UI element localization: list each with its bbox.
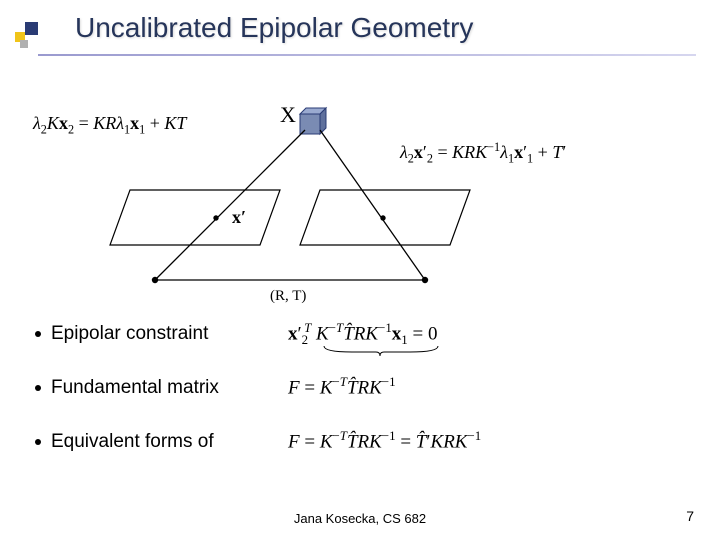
bullet-epipolar-constraint: Epipolar constraint <box>35 320 219 348</box>
bullet-dot-icon <box>35 385 41 391</box>
slide-title: Uncalibrated Epipolar Geometry <box>75 12 473 44</box>
bullet-text: Equivalent forms of <box>51 431 214 453</box>
formula-epipolar-constraint: x′2T K−TT̂RK−1x1 = 0 <box>288 320 437 348</box>
image-point-left <box>213 215 218 220</box>
formula-equivalent-forms: F = K−TT̂RK−1 = T̂′KRK−1 <box>288 428 481 453</box>
formula-fundamental-matrix: F = K−TT̂RK−1 <box>288 374 396 399</box>
underbrace-icon <box>322 344 442 358</box>
title-bullet-icon <box>12 18 56 54</box>
bullet-text: Fundamental matrix <box>51 377 219 399</box>
camera-center-right <box>422 277 428 283</box>
bullet-list: Epipolar constraint Fundamental matrix E… <box>35 320 219 482</box>
camera-center-left <box>152 277 158 283</box>
label-xprime: x′ <box>232 207 246 227</box>
bullet-fundamental-matrix: Fundamental matrix <box>35 374 219 402</box>
bullet-equivalent-forms: Equivalent forms of <box>35 428 219 456</box>
slide-footer: Jana Kosecka, CS 682 <box>0 511 720 526</box>
image-point-right <box>380 215 385 220</box>
world-point-cube <box>300 108 326 134</box>
label-X: X <box>280 102 296 127</box>
title-underline <box>38 54 696 56</box>
bullet-dot-icon <box>35 439 41 445</box>
label-RT: (R, T) <box>270 288 306 304</box>
bullet-dot-icon <box>35 331 41 337</box>
page-number: 7 <box>686 508 694 524</box>
left-image-plane <box>110 190 280 245</box>
epipolar-diagram: X x′ (R, T) <box>0 90 720 310</box>
diagram-svg: X x′ (R, T) <box>0 90 720 310</box>
bullet-text: Epipolar constraint <box>51 323 208 345</box>
